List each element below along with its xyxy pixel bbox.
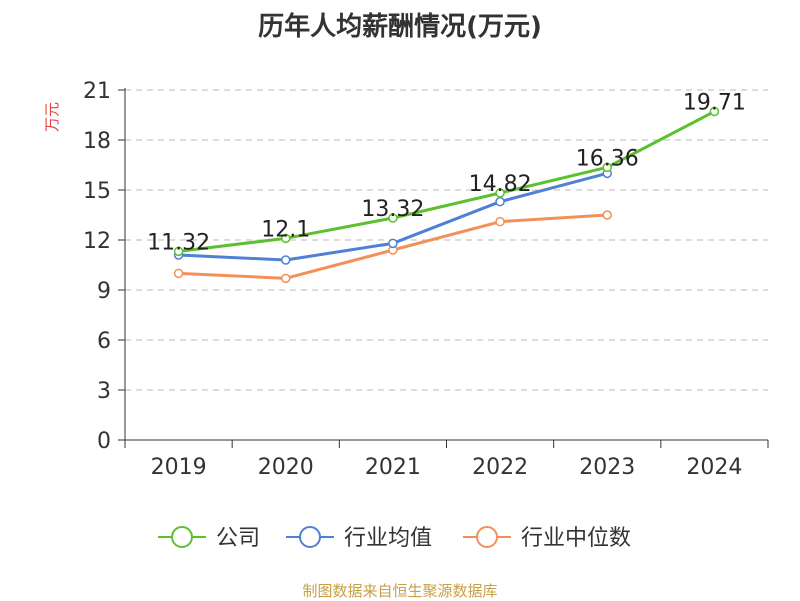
x-tick-label: 2021 — [365, 455, 421, 480]
x-tick-label: 2019 — [151, 455, 207, 480]
y-tick-label: 18 — [83, 129, 111, 154]
legend-item: 行业中位数 — [463, 526, 631, 551]
chart-title: 历年人均薪酬情况(万元) — [258, 12, 542, 42]
data-label: 19.71 — [683, 91, 746, 116]
data-point — [281, 255, 291, 265]
source-footer: 制图数据来自恒生聚源数据库 — [302, 582, 498, 600]
x-tick-label: 2022 — [472, 455, 528, 480]
y-tick-label: 12 — [83, 229, 111, 254]
data-label: 16.36 — [576, 146, 639, 171]
data-label: 12.1 — [261, 217, 310, 242]
y-tick-label: 9 — [97, 279, 111, 304]
legend-item: 公司 — [158, 526, 260, 551]
legend: 公司 行业均值 行业中位数 — [158, 526, 631, 551]
y-tick-label: 15 — [83, 179, 111, 204]
legend-label: 行业均值 — [344, 526, 432, 551]
legend-marker — [476, 526, 498, 548]
y-tick-label: 21 — [83, 79, 111, 104]
x-tick-label: 2024 — [686, 455, 742, 480]
legend-label: 公司 — [216, 526, 260, 551]
data-point — [388, 238, 398, 249]
series-lines — [173, 106, 720, 284]
x-tick-label: 2020 — [258, 455, 314, 480]
legend-marker — [299, 526, 321, 548]
data-point — [388, 213, 398, 223]
grid-lines — [125, 89, 768, 391]
axes: 0 3 6 9 12 15 18 21 2019 2020 2021 2022 2023 2024 — [83, 79, 769, 480]
data-point — [173, 268, 184, 279]
data-label: 11.32 — [147, 230, 210, 255]
y-tick-label: 0 — [97, 429, 111, 454]
data-point — [495, 188, 505, 198]
legend-item: 行业均值 — [286, 526, 432, 551]
data-point — [709, 106, 720, 117]
data-point — [602, 210, 612, 220]
data-labels: 11.32 12.1 13.32 14.82 16.36 19.71 — [147, 91, 746, 256]
data-point — [495, 196, 505, 207]
data-point — [173, 246, 184, 257]
legend-marker — [171, 526, 193, 548]
series-line — [178, 110, 716, 253]
data-point — [281, 233, 291, 244]
data-point — [602, 162, 612, 173]
data-label: 13.32 — [361, 197, 424, 222]
legend-label: 行业中位数 — [521, 526, 631, 551]
data-point — [281, 273, 291, 284]
x-tick-label: 2023 — [579, 455, 635, 480]
y-tick-label: 3 — [97, 379, 111, 404]
y-tick-label: 6 — [97, 329, 111, 354]
data-point — [495, 216, 505, 227]
data-label: 14.82 — [469, 172, 532, 197]
